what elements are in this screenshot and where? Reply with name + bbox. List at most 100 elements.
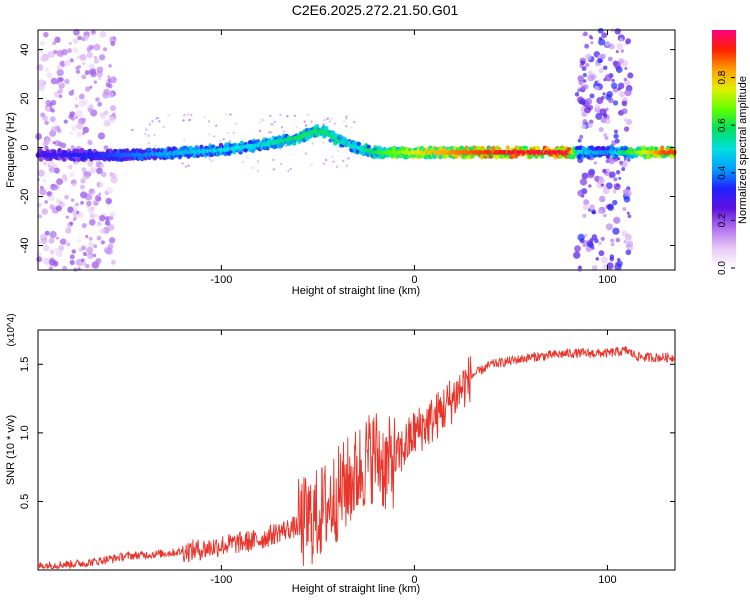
heatmap-cell	[226, 131, 230, 135]
heatmap-cell	[93, 58, 99, 64]
heatmap-cell	[154, 117, 157, 120]
heatmap-cell	[109, 105, 117, 112]
heatmap-cell	[579, 134, 584, 139]
heatmap-cell	[280, 126, 284, 129]
heatmap-cell	[97, 132, 106, 140]
heatmap-cell	[45, 99, 52, 106]
heatmap-cell	[54, 36, 61, 43]
heatmap-cell	[606, 91, 613, 98]
heatmap-cell	[182, 119, 185, 122]
heatmap-cell	[69, 254, 75, 260]
heatmap-cell	[581, 172, 589, 180]
heatmap-cell	[39, 188, 47, 196]
heatmap-cell	[131, 128, 134, 132]
heatmap-cell	[86, 200, 92, 207]
heatmap-cell	[59, 81, 63, 85]
colorbar-ticks: 0.0 0.2 0.4 0.6 0.8	[717, 70, 735, 275]
heatmap-cell	[625, 118, 633, 126]
heatmap-cell	[50, 126, 57, 132]
heatmap-cell	[593, 161, 597, 165]
heatmap-cell	[610, 242, 615, 247]
heatmap-cell	[256, 160, 260, 163]
heatmap-cell	[85, 234, 89, 239]
heatmap-cell	[578, 265, 582, 270]
heatmap-cell	[597, 57, 603, 64]
heatmap-cell	[587, 122, 593, 129]
colorbar-tick-label: 0.2	[717, 213, 728, 227]
heatmap-cell	[219, 140, 222, 143]
heatmap-cell	[555, 146, 561, 152]
heatmap-cell	[671, 150, 677, 155]
heatmap-cell	[540, 154, 545, 159]
heatmap-cell	[90, 70, 97, 78]
heatmap-cell	[167, 114, 170, 117]
heatmap-cell	[600, 256, 608, 264]
heatmap-cell	[103, 119, 111, 127]
heatmap-cell	[598, 126, 604, 133]
heatmap-cell	[607, 56, 613, 62]
snr-y-axis-label: SNR (10 * v/v)	[5, 415, 17, 485]
spectrogram-x-tick-label: -100	[210, 274, 232, 286]
heatmap-cell	[53, 167, 60, 174]
heatmap-cell	[232, 149, 237, 155]
heatmap-cell	[71, 116, 76, 121]
heatmap-cell	[39, 40, 46, 46]
heatmap-cell	[295, 126, 298, 129]
heatmap-cell	[73, 38, 79, 44]
heatmap-cell	[620, 49, 625, 53]
heatmap-cell	[85, 86, 91, 92]
colorbar-tick-label: 0.0	[717, 261, 728, 275]
heatmap-cell	[50, 183, 58, 191]
heatmap-cell	[88, 63, 95, 70]
heatmap-cell	[588, 204, 595, 211]
heatmap-cell	[93, 55, 98, 60]
heatmap-cell	[615, 66, 623, 73]
heatmap-cell	[37, 83, 46, 91]
heatmap-cell	[626, 211, 630, 215]
colorbar-tick-label: 0.6	[717, 118, 728, 132]
heatmap-cell	[289, 167, 292, 171]
heatmap-cell	[627, 158, 631, 162]
heatmap-cell	[598, 241, 602, 246]
heatmap-cell	[100, 240, 105, 245]
heatmap-cell	[35, 133, 43, 140]
heatmap-cell	[49, 116, 56, 123]
heatmap-cell	[82, 62, 86, 66]
heatmap-cell	[97, 76, 102, 81]
heatmap-cell	[612, 60, 618, 66]
heatmap-cell	[73, 29, 80, 36]
heatmap-cell	[272, 168, 276, 171]
heatmap-cell	[183, 139, 186, 142]
heatmap-cell	[600, 53, 606, 60]
heatmap-cell	[229, 113, 232, 116]
heatmap-cell	[577, 138, 582, 143]
heatmap-cell	[111, 259, 116, 265]
heatmap-cell	[598, 250, 605, 257]
heatmap-cell	[143, 156, 148, 161]
heatmap-cell	[347, 157, 350, 160]
heatmap-cell	[332, 160, 335, 163]
heatmap-cell	[599, 195, 606, 203]
heatmap-cell	[608, 158, 615, 165]
heatmap-cell	[588, 70, 593, 76]
heatmap-cell	[87, 207, 94, 214]
heatmap-cell	[76, 122, 84, 130]
heatmap-cell	[43, 161, 48, 166]
heatmap-cell	[345, 115, 348, 119]
heatmap-cell	[583, 31, 588, 37]
heatmap-cell	[580, 84, 587, 91]
heatmap-cell	[610, 82, 618, 89]
heatmap-cell	[110, 41, 116, 47]
heatmap-cell	[580, 123, 587, 130]
heatmap-cell	[595, 112, 603, 120]
heatmap-cell	[265, 146, 270, 151]
heatmap-cell	[574, 245, 581, 253]
heatmap-cell	[144, 132, 147, 136]
heatmap-cell	[41, 208, 49, 215]
heatmap-cell	[55, 250, 63, 257]
heatmap-cell	[51, 108, 55, 113]
heatmap-cell	[55, 236, 59, 240]
heatmap-cell	[42, 115, 48, 121]
heatmap-cell	[68, 41, 72, 45]
heatmap-cell	[44, 137, 50, 143]
